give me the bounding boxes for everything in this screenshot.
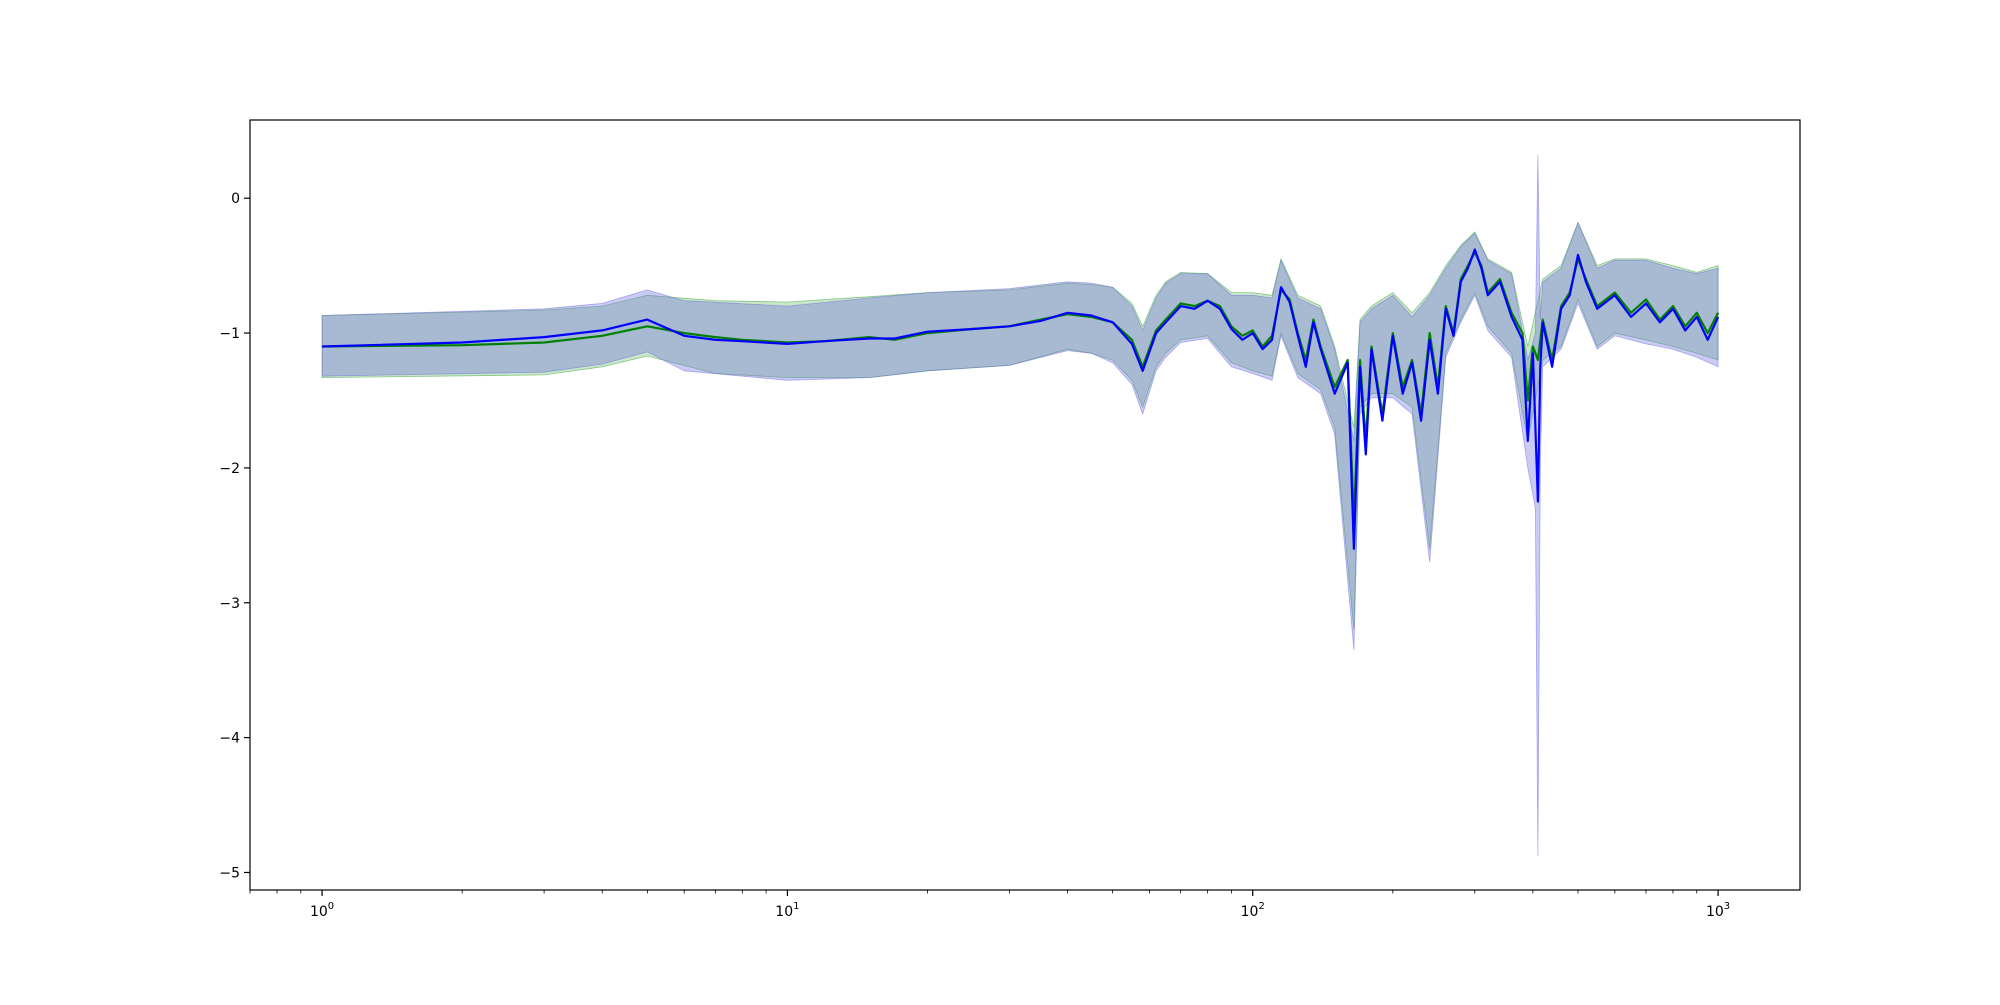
series-2-line — [322, 248, 1720, 550]
y-tick-label: −5 — [219, 865, 240, 881]
axes-layer: 100 101 102 103 0 −1 −2 −3 −4 −5 — [219, 191, 1730, 920]
y-tick-label: −3 — [219, 596, 240, 612]
y-tick-label: 0 — [231, 191, 240, 207]
x-tick-label: 103 — [1706, 901, 1730, 920]
y-tick-label: −1 — [219, 326, 240, 342]
x-tick-label: 100 — [310, 901, 334, 920]
x-tick-label: 101 — [775, 901, 799, 920]
y-tick-label: −4 — [219, 731, 240, 747]
lines-layer — [322, 248, 1720, 550]
plot-frame — [249, 119, 1801, 891]
y-tick-label: −2 — [219, 461, 240, 477]
x-tick-label: 102 — [1241, 901, 1265, 920]
